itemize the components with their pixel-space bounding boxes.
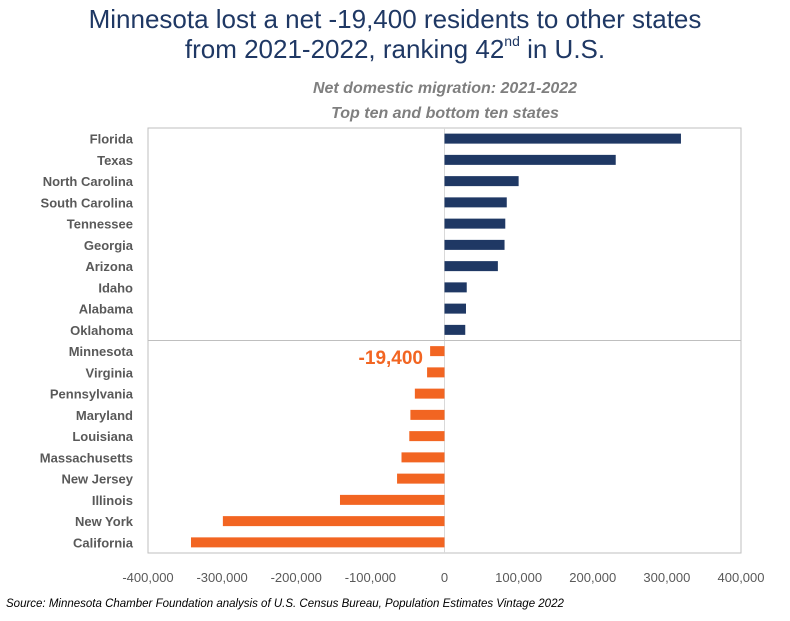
title-line-2-text: from 2021-2022, ranking 42 — [184, 34, 505, 64]
category-label: Virginia — [86, 365, 134, 380]
bar-minnesota — [430, 346, 445, 357]
category-label: North Carolina — [43, 174, 134, 189]
category-label: Oklahoma — [70, 323, 134, 338]
x-tick-label: 400,000 — [718, 570, 765, 585]
title-superscript: nd — [504, 33, 520, 49]
x-tick-label: -100,000 — [345, 570, 396, 585]
bar-pennsylvania — [414, 388, 445, 399]
category-label: Florida — [90, 132, 134, 147]
category-label: California — [73, 535, 134, 550]
bar-idaho — [444, 282, 467, 293]
category-label: Illinois — [92, 493, 133, 508]
category-label: Tennessee — [67, 217, 133, 232]
bar-new-jersey — [397, 473, 445, 484]
category-label: Georgia — [84, 238, 134, 253]
bar-new-york — [222, 516, 445, 527]
chart-title: Net domestic migration: 2021-2022 — [312, 80, 578, 97]
category-label: Minnesota — [69, 344, 134, 359]
title-line-2-end: in U.S. — [519, 34, 606, 64]
bar-oklahoma — [444, 324, 466, 335]
bar-georgia — [444, 239, 505, 250]
bar-alabama — [444, 303, 466, 314]
bar-california — [190, 537, 445, 548]
page-title: Minnesota lost a net -19,400 residents t… — [0, 4, 790, 64]
x-tick-label: -300,000 — [196, 570, 247, 585]
category-label: Alabama — [79, 302, 134, 317]
category-label: Texas — [97, 153, 133, 168]
bar-tennessee — [444, 218, 506, 229]
category-label: Maryland — [76, 408, 133, 423]
chart-subtitle: Top ten and bottom ten states — [331, 105, 559, 122]
bar-louisiana — [409, 431, 445, 442]
category-label: Arizona — [85, 259, 133, 274]
bar-massachusetts — [401, 452, 445, 463]
bar-texas — [444, 154, 616, 165]
bar-south-carolina — [444, 197, 507, 208]
source-note: Source: Minnesota Chamber Foundation ana… — [6, 598, 564, 610]
x-tick-label: -200,000 — [271, 570, 322, 585]
bar-illinois — [339, 494, 445, 505]
bar-virginia — [427, 367, 445, 378]
title-line-1: Minnesota lost a net -19,400 residents t… — [88, 4, 702, 34]
category-label: New York — [75, 514, 134, 529]
bar-florida — [444, 133, 681, 144]
x-tick-label: 300,000 — [643, 570, 690, 585]
bar-north-carolina — [444, 176, 519, 187]
bar-arizona — [444, 261, 498, 272]
x-tick-label: 200,000 — [569, 570, 616, 585]
data-label-minnesota: -19,400 — [359, 348, 423, 369]
x-tick-label: 100,000 — [495, 570, 542, 585]
bar-maryland — [410, 409, 445, 420]
category-label: Massachusetts — [40, 450, 133, 465]
category-label: Louisiana — [72, 429, 133, 444]
category-label: New Jersey — [61, 472, 133, 487]
title-line-2: from 2021-2022, ranking 42nd in U.S. — [0, 34, 790, 64]
x-tick-label: -400,000 — [122, 570, 173, 585]
bar-chart: Florida Texas North Carolina South Carolina… — [40, 127, 765, 585]
category-label: Pennsylvania — [50, 387, 134, 402]
category-label: South Carolina — [41, 195, 134, 210]
x-tick-label: 0 — [441, 570, 448, 585]
category-label: Idaho — [98, 280, 133, 295]
